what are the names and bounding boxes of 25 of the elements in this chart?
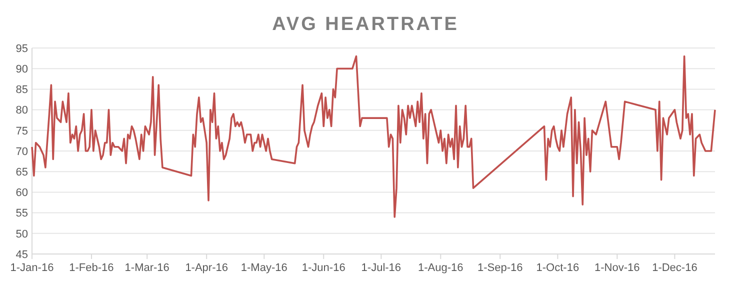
y-tick-label: 90 [16,63,28,76]
x-tick-label: 1-Oct-16 [536,262,580,274]
chart-title: AVG HEARTRATE [272,14,459,35]
y-tick-label: 50 [16,228,28,240]
y-tick-label: 45 [16,248,28,261]
y-tick-label: 85 [16,84,28,96]
y-tick-label: 80 [16,104,28,117]
x-tick-label: 1-Dec-16 [652,262,698,274]
x-tick-label: 1-Sep-16 [477,262,523,274]
y-tick-label: 75 [16,125,28,138]
x-tick-label: 1-Jun-16 [302,262,346,274]
x-tick-label: 1-Jan-16 [10,262,54,274]
line-series [31,55,716,218]
y-tick-label: 65 [16,166,28,178]
x-tick-label: 1-Apr-16 [185,262,228,274]
y-tick-label: 95 [16,42,28,55]
x-tick-label: 1-Aug-16 [418,262,464,274]
y-tick-label: 70 [16,146,28,158]
y-tick-label: 55 [16,208,28,220]
x-tick-label: 1-Mar-16 [124,262,170,274]
x-tick-label: 1-Feb-16 [69,262,114,274]
y-tick-label: 60 [16,187,28,200]
x-tick-label: 1-May-16 [240,262,288,274]
x-tick-label: 1-Jul-16 [361,262,402,274]
x-tick-label: 1-Nov-16 [594,262,640,274]
